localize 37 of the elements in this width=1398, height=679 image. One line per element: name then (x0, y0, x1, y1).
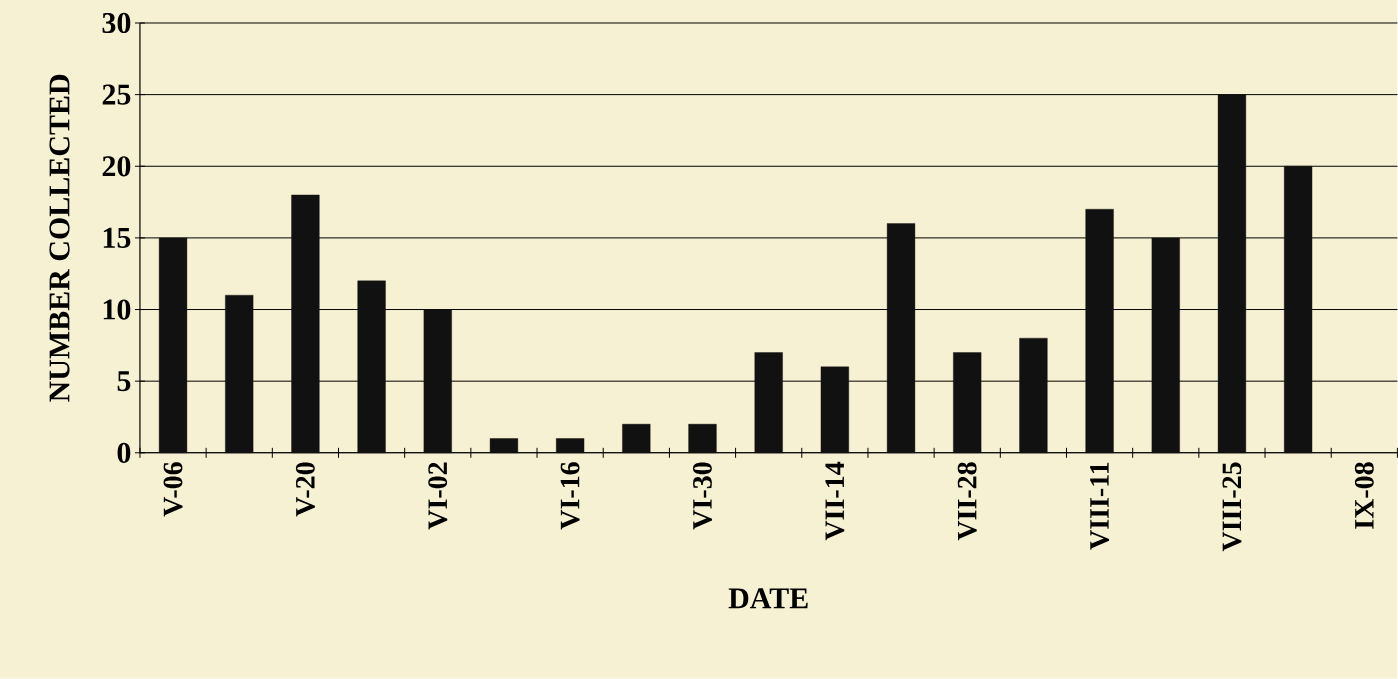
bar (556, 438, 585, 454)
x-tick-label: V-20 (295, 462, 315, 517)
x-tick-label: VII-14 (825, 462, 845, 541)
y-tick-label: 30 (102, 13, 131, 34)
bar (357, 280, 386, 454)
x-tick-label: VIII-11 (1090, 462, 1110, 550)
bar (1085, 209, 1114, 454)
bar (953, 352, 982, 454)
bar (754, 352, 783, 454)
bar (886, 223, 916, 454)
y-tick-label: 20 (102, 156, 131, 177)
x-tick-label: VI-30 (692, 462, 713, 530)
bar (1284, 166, 1313, 454)
bar (622, 424, 651, 454)
x-tick-label: IX-08 (1354, 462, 1374, 529)
bar (688, 424, 717, 454)
y-axis-title: NUMBER COLLECTED (49, 74, 70, 403)
bar (225, 295, 254, 454)
x-tick-label: V-06 (163, 462, 183, 517)
y-tick-label: 25 (102, 84, 131, 105)
bar (1217, 94, 1247, 454)
x-tick-label: VI-16 (560, 462, 580, 530)
y-tick-label: 10 (103, 299, 131, 320)
bar (423, 309, 452, 454)
bar (291, 194, 320, 454)
bar (820, 366, 849, 454)
y-tick-label: 0 (117, 442, 131, 464)
x-tick-label: VII-28 (957, 462, 977, 541)
bar (1019, 338, 1048, 454)
bar (489, 438, 519, 454)
y-tick-label: 15 (103, 227, 131, 249)
x-tick-label: VI-02 (428, 462, 448, 530)
bar (1151, 237, 1180, 454)
x-tick-label: VIII-25 (1222, 462, 1242, 552)
y-tick-label: 5 (117, 371, 131, 392)
bar (158, 237, 188, 454)
x-axis-title: DATE (728, 588, 808, 609)
